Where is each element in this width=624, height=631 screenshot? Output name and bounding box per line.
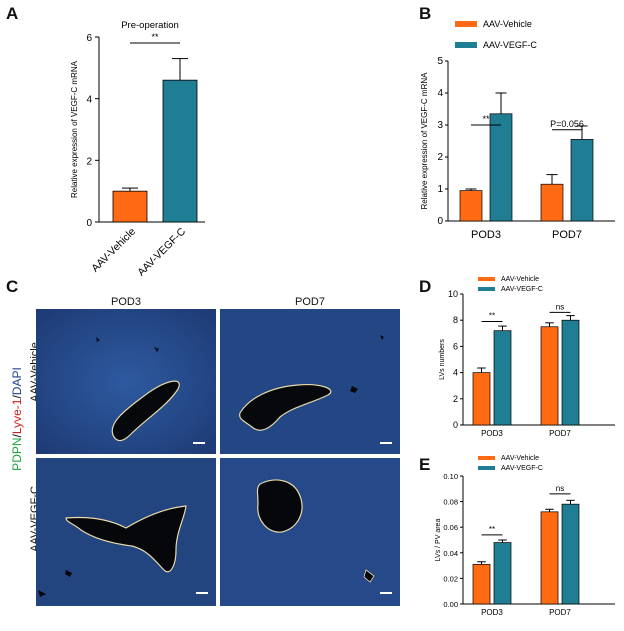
chart-d-ytick-label: 10 xyxy=(448,289,458,299)
chart-e-sig: ** xyxy=(489,525,495,534)
chart-a-sig: ** xyxy=(151,32,159,42)
chart-d-legend-label: AAV-Vehicle xyxy=(501,276,539,283)
stain-sep-2: / xyxy=(10,395,24,399)
chart-e-bar xyxy=(472,563,491,605)
chart-a-ytick-label: 6 xyxy=(86,33,92,44)
chart-e-legend-label: AAV-VEGF-C xyxy=(501,465,543,472)
chart-e-ylabel: LVs / PV area xyxy=(435,519,442,562)
chart-b-xtick-label: POD7 xyxy=(552,229,582,241)
chart-b-sig: ** xyxy=(482,114,490,124)
chart-b: 0 1 2 3 4 5 Relative expression of VEGF-C mRNA… xyxy=(420,19,615,241)
micrograph-vehicle-pod3 xyxy=(36,309,216,454)
chart-e-sig: ns xyxy=(556,484,564,493)
chart-b-legend-label: AAV-VEGF-C xyxy=(483,40,537,50)
chart-d-legend-swatch xyxy=(478,277,495,281)
panel-letter-c: C xyxy=(6,277,19,296)
chart-b-legend-swatch xyxy=(455,21,477,27)
col-label-pod7: POD7 xyxy=(295,296,325,308)
chart-e-ytick-label: 0.06 xyxy=(443,523,458,532)
chart-a-ylabel: Relative expression of VEGF-C mRNA xyxy=(70,60,79,198)
chart-a-ytick-label: 4 xyxy=(86,95,92,106)
chart-a-ytick-label: 2 xyxy=(86,156,92,167)
chart-b-ytick-label: 5 xyxy=(437,56,443,67)
chart-e-ytick-label: 0.00 xyxy=(443,600,458,609)
chart-b-ytick-label: 3 xyxy=(437,120,443,131)
chart-d-sig: ns xyxy=(556,302,564,311)
chart-d-xtick-label: POD7 xyxy=(549,429,571,438)
chart-d-bar xyxy=(561,319,580,426)
chart-d-ytick-label: 0 xyxy=(453,420,458,430)
chart-e-legend-label: AAV-Vehicle xyxy=(501,455,539,462)
micrograph-vehicle-pod7 xyxy=(220,309,400,454)
stain-label: PDPN/Lyve-1/DAPI xyxy=(10,349,24,489)
chart-e-legend-swatch xyxy=(478,456,495,460)
chart-a-ytick-label: 0 xyxy=(86,218,92,229)
chart-e-ytick-label: 0.10 xyxy=(443,472,458,481)
chart-e-bar xyxy=(561,503,580,605)
chart-e: 0.00 0.02 0.04 0.06 0.08 0.10 LVs / PV area POD… xyxy=(435,455,615,617)
chart-a-xtick-label: AAV-Vehicle xyxy=(89,226,138,275)
chart-e-xtick-label: POD7 xyxy=(549,608,571,617)
col-label-pod3: POD3 xyxy=(111,296,141,308)
chart-a-bar xyxy=(112,190,148,223)
chart-d-ytick-label: 4 xyxy=(453,368,458,378)
chart-b-ytick-label: 4 xyxy=(437,88,443,99)
chart-d-bar xyxy=(472,372,491,426)
panel-letter-a: A xyxy=(6,4,19,23)
chart-b-bar xyxy=(459,190,483,222)
chart-e-bar xyxy=(540,511,559,605)
panel-letter-d: D xyxy=(419,277,432,296)
chart-d-legend-label: AAV-VEGF-C xyxy=(501,286,543,293)
chart-d-ytick-label: 8 xyxy=(453,315,458,325)
chart-b-sig: P=0.056 xyxy=(550,119,584,129)
chart-d-legend-swatch xyxy=(478,287,495,291)
chart-e-bar xyxy=(493,542,512,605)
chart-b-ylabel: Relative expression of VEGF-C mRNA xyxy=(420,72,429,210)
chart-d-ylabel: LVs numbers xyxy=(439,339,446,380)
chart-d-sig: ** xyxy=(489,312,495,321)
chart-b-legend-label: AAV-Vehicle xyxy=(483,19,532,29)
chart-b-legend-swatch xyxy=(455,42,477,48)
chart-d: 0 2 4 6 8 10 LVs numbers POD3 POD7 ** ns AAV-Vehicl… xyxy=(439,276,615,438)
chart-d-bar xyxy=(493,330,512,426)
chart-e-ytick-label: 0.02 xyxy=(443,574,458,583)
chart-b-ytick-label: 0 xyxy=(437,216,443,227)
stain-blue: DAPI xyxy=(10,367,24,396)
chart-d-xtick-label: POD3 xyxy=(481,429,503,438)
chart-e-ytick-label: 0.08 xyxy=(443,498,458,507)
chart-e-xtick-label: POD3 xyxy=(481,608,503,617)
chart-d-bar xyxy=(540,326,559,426)
stain-red: Lyve-1 xyxy=(10,398,24,435)
chart-b-bar xyxy=(570,139,594,222)
chart-e-ytick-label: 0.04 xyxy=(443,549,458,558)
chart-a: Pre-operation 0 2 4 6 Relative expression of … xyxy=(70,20,205,278)
chart-b-bar xyxy=(489,113,513,222)
chart-a-xtick-label: AAV-VEGF-C xyxy=(135,225,188,278)
chart-a-bar xyxy=(162,79,198,223)
chart-d-ytick-label: 2 xyxy=(453,394,458,404)
chart-d-ytick-label: 6 xyxy=(453,341,458,351)
micrograph-vegfc-pod7 xyxy=(220,458,400,606)
panel-letter-e: E xyxy=(419,455,431,474)
panel-letter-b: B xyxy=(419,4,432,23)
chart-a-title: Pre-operation xyxy=(121,20,179,31)
chart-b-ytick-label: 1 xyxy=(437,184,443,195)
chart-b-xtick-label: POD3 xyxy=(471,229,501,241)
stain-sep-1: / xyxy=(10,434,24,438)
chart-b-bar xyxy=(540,183,564,222)
micrograph-vegfc-pod3 xyxy=(36,458,216,606)
chart-e-legend-swatch xyxy=(478,466,495,470)
chart-b-ytick-label: 2 xyxy=(437,152,443,163)
stain-green: PDPN xyxy=(10,437,24,471)
